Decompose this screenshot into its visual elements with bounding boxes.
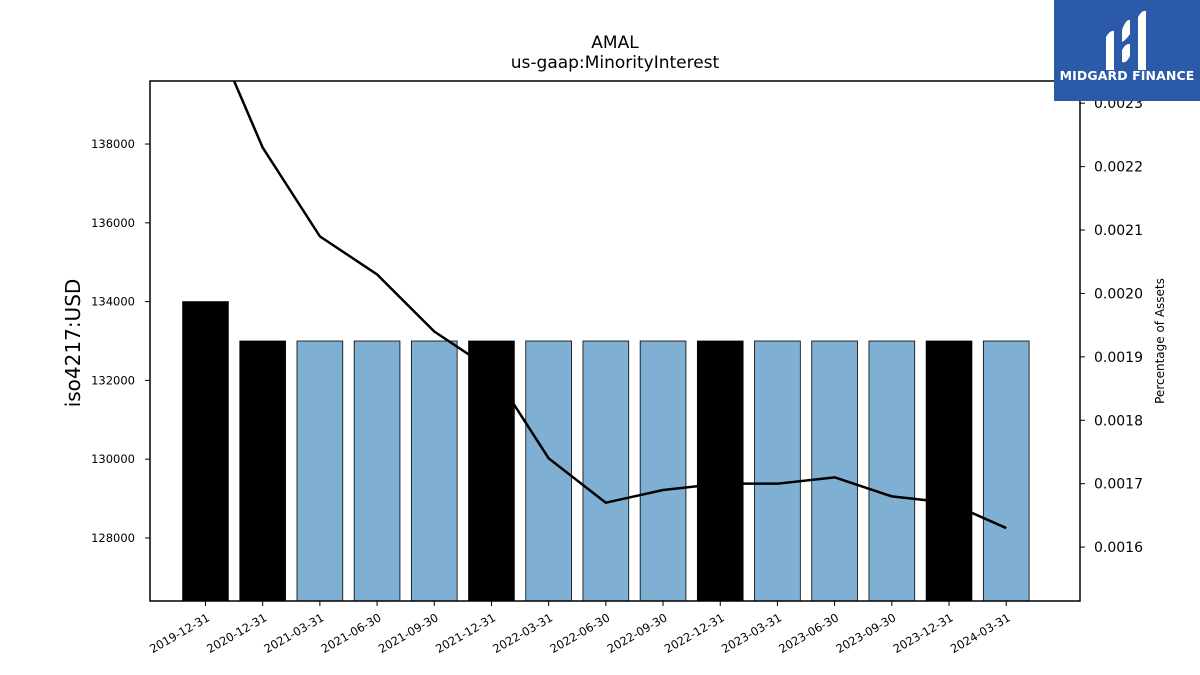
x-tick-label: 2022-06-30 bbox=[547, 610, 612, 656]
x-tick-label: 2021-12-31 bbox=[433, 610, 498, 656]
x-tick-label: 2022-09-30 bbox=[605, 610, 670, 656]
percentage-of-assets-line bbox=[232, 81, 1007, 530]
y-tick-label: 138000 bbox=[91, 137, 135, 151]
bar-2019-12-31 bbox=[182, 301, 229, 601]
x-tick-label: 2021-09-30 bbox=[376, 610, 441, 656]
bar-2021-12-31 bbox=[468, 340, 515, 601]
y-tick-label: 136000 bbox=[91, 216, 135, 230]
bar-2023-06-30 bbox=[811, 340, 858, 601]
x-tick-label: 2019-12-31 bbox=[147, 610, 212, 656]
bar-2024-03-31 bbox=[982, 340, 1030, 601]
bar-2022-12-31 bbox=[696, 340, 744, 601]
y-tick-label: 132000 bbox=[91, 373, 135, 387]
midgard-logo-icon bbox=[1106, 10, 1146, 70]
bar-2021-09-30 bbox=[410, 340, 458, 601]
bar-2022-06-30 bbox=[582, 340, 630, 601]
y2-tick-label: 0.0021 bbox=[1094, 223, 1143, 239]
y2-tick-label: 0.0022 bbox=[1094, 160, 1143, 176]
x-tick-label: 2022-03-31 bbox=[490, 610, 555, 656]
bar-2023-12-31 bbox=[925, 340, 973, 601]
x-tick-label: 2023-12-31 bbox=[891, 610, 956, 656]
x-tick-label: 2021-03-31 bbox=[261, 610, 326, 656]
bar-2023-09-30 bbox=[868, 340, 916, 601]
plot-frame bbox=[149, 80, 1081, 602]
y-axis-label: iso4217:USD bbox=[61, 279, 85, 408]
x-tick-label: 2021-06-30 bbox=[319, 610, 384, 656]
y2-tick-label: 0.0018 bbox=[1094, 413, 1143, 429]
y2-tick-label: 0.0019 bbox=[1094, 350, 1143, 366]
x-tick-label: 2023-03-31 bbox=[719, 610, 784, 656]
y2-tick-label: 0.0016 bbox=[1094, 540, 1143, 556]
bar-2021-06-30 bbox=[353, 340, 401, 601]
x-tick-label: 2022-12-31 bbox=[662, 610, 727, 656]
x-tick-label: 2024-03-31 bbox=[948, 610, 1013, 656]
y-tick-label: 134000 bbox=[91, 295, 135, 309]
bar-2020-12-31 bbox=[239, 340, 286, 601]
x-tick-label: 2020-12-31 bbox=[204, 610, 269, 656]
bar-2023-03-31 bbox=[754, 340, 801, 601]
bar-2022-09-30 bbox=[639, 340, 687, 601]
y-tick-label: 128000 bbox=[91, 531, 135, 545]
chart-subtitle: us-gaap:MinorityInterest bbox=[511, 53, 720, 73]
y2-tick-label: 0.0017 bbox=[1094, 477, 1143, 493]
y2-axis-label: Percentage of Assets bbox=[1153, 278, 1167, 404]
y2-tick-label: 0.0020 bbox=[1094, 286, 1143, 302]
bar-2021-03-31 bbox=[296, 340, 344, 601]
brand-name: MIDGARD FINANCE bbox=[1059, 68, 1195, 83]
brand-logo: MIDGARD FINANCE bbox=[1054, 0, 1200, 101]
x-tick-label: 2023-06-30 bbox=[776, 610, 841, 656]
chart-title: AMAL bbox=[591, 33, 639, 53]
x-tick-label: 2023-09-30 bbox=[833, 610, 898, 656]
y-tick-label: 130000 bbox=[91, 452, 135, 466]
